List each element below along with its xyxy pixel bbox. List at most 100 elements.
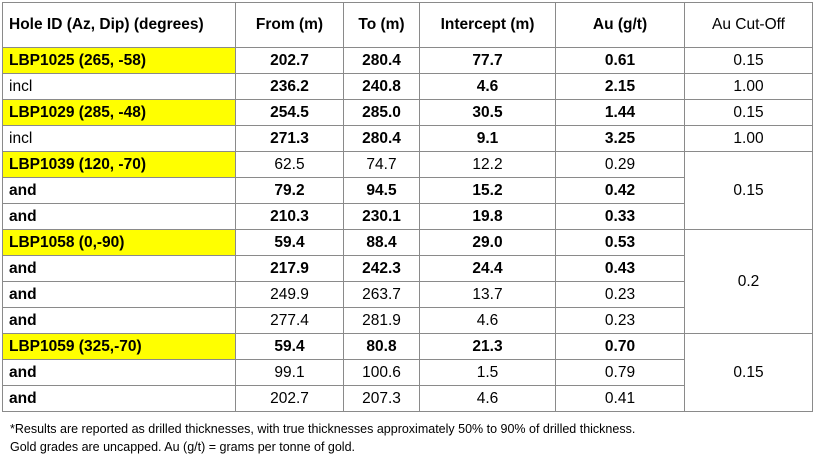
from-cell: 202.7 [235,385,344,412]
to-cell: 94.5 [343,177,420,204]
au-cell: 2.15 [555,73,685,100]
table-row: LBP1059 (325,-70) 59.4 80.8 21.3 0.70 0.… [2,333,813,412]
au-cell: 0.79 [555,359,685,386]
table-row: and 277.4 281.9 4.6 0.23 [2,307,813,334]
au-cell: 1.44 [555,99,685,126]
hole-id-cell: and [2,255,236,282]
table-row: and 210.3 230.1 19.8 0.33 [2,203,813,230]
table-row: and 249.9 263.7 13.7 0.23 [2,281,813,308]
intercept-cell: 30.5 [419,99,556,126]
table-row: and 79.2 94.5 15.2 0.42 [2,177,813,204]
au-cell: 0.23 [555,307,685,334]
to-cell: 88.4 [343,229,420,256]
intercept-cell: 19.8 [419,203,556,230]
table-row: and 202.7 207.3 4.6 0.41 [2,385,813,412]
cutoff-cell: 0.15 [684,47,813,74]
table-row: and 217.9 242.3 24.4 0.43 [2,255,813,282]
intercept-cell: 1.5 [419,359,556,386]
hole-id-cell: incl [2,73,236,100]
cutoff-group-cell: 0.15 [684,151,813,230]
header-from: From (m) [235,2,344,48]
hole-id-cell: and [2,359,236,386]
from-cell: 210.3 [235,203,344,230]
hole-id-cell: LBP1058 (0,-90) [2,229,236,256]
intercept-cell: 21.3 [419,333,556,360]
hole-id-cell: and [2,307,236,334]
to-cell: 280.4 [343,47,420,74]
au-cell: 0.33 [555,203,685,230]
au-cell: 0.53 [555,229,685,256]
header-row: Hole ID (Az, Dip) (degrees) From (m) To … [2,2,813,48]
hole-id-cell: and [2,177,236,204]
au-cell: 0.29 [555,151,685,178]
cutoff-cell: 1.00 [684,73,813,100]
cutoff-group-cell: 0.15 [684,333,813,412]
from-cell: 62.5 [235,151,344,178]
header-to: To (m) [343,2,420,48]
intercept-cell: 4.6 [419,73,556,100]
footnote-line-2: Gold grades are uncapped. Au (g/t) = gra… [10,440,356,454]
to-cell: 100.6 [343,359,420,386]
au-cell: 0.23 [555,281,685,308]
intercept-cell: 15.2 [419,177,556,204]
intercept-cell: 77.7 [419,47,556,74]
to-cell: 281.9 [343,307,420,334]
intercept-cell: 29.0 [419,229,556,256]
au-cell: 0.61 [555,47,685,74]
to-cell: 80.8 [343,333,420,360]
hole-id-cell: LBP1059 (325,-70) [2,333,236,360]
from-cell: 99.1 [235,359,344,386]
au-cell: 3.25 [555,125,685,152]
from-cell: 59.4 [235,229,344,256]
table-row: LBP1039 (120, -70) 62.5 74.7 12.2 0.29 0… [2,151,813,230]
from-cell: 202.7 [235,47,344,74]
header-intercept: Intercept (m) [419,2,556,48]
table-row: and 99.1 100.6 1.5 0.79 [2,359,813,386]
table-row: LBP1025 (265, -58) 202.7 280.4 77.7 0.61… [2,47,813,74]
from-cell: 59.4 [235,333,344,360]
cutoff-cell: 1.00 [684,125,813,152]
to-cell: 285.0 [343,99,420,126]
intercept-cell: 9.1 [419,125,556,152]
to-cell: 263.7 [343,281,420,308]
to-cell: 74.7 [343,151,420,178]
header-cutoff: Au Cut-Off [684,2,813,48]
au-cell: 0.41 [555,385,685,412]
header-hole-id: Hole ID (Az, Dip) (degrees) [2,2,236,48]
intercept-cell: 4.6 [419,307,556,334]
header-au: Au (g/t) [555,2,685,48]
hole-id-cell: LBP1039 (120, -70) [2,151,236,178]
intercept-cell: 12.2 [419,151,556,178]
drill-results-table: Hole ID (Az, Dip) (degrees) From (m) To … [2,2,813,412]
intercept-cell: 4.6 [419,385,556,412]
to-cell: 242.3 [343,255,420,282]
to-cell: 280.4 [343,125,420,152]
from-cell: 271.3 [235,125,344,152]
from-cell: 236.2 [235,73,344,100]
from-cell: 217.9 [235,255,344,282]
footnote-line-1: *Results are reported as drilled thickne… [10,422,636,436]
hole-id-cell: and [2,281,236,308]
cutoff-cell: 0.15 [684,99,813,126]
hole-id-cell: and [2,203,236,230]
to-cell: 230.1 [343,203,420,230]
to-cell: 207.3 [343,385,420,412]
intercept-cell: 24.4 [419,255,556,282]
to-cell: 240.8 [343,73,420,100]
table-row: LBP1029 (285, -48) 254.5 285.0 30.5 1.44… [2,99,813,126]
au-cell: 0.70 [555,333,685,360]
hole-id-cell: and [2,385,236,412]
hole-id-cell: incl [2,125,236,152]
table-row: incl 271.3 280.4 9.1 3.25 1.00 [2,125,813,152]
hole-id-cell: LBP1025 (265, -58) [2,47,236,74]
table-row: incl 236.2 240.8 4.6 2.15 1.00 [2,73,813,100]
from-cell: 249.9 [235,281,344,308]
table-row: LBP1058 (0,-90) 59.4 88.4 29.0 0.53 0.2 [2,229,813,334]
au-cell: 0.43 [555,255,685,282]
cutoff-group-cell: 0.2 [684,229,813,334]
from-cell: 79.2 [235,177,344,204]
from-cell: 254.5 [235,99,344,126]
au-cell: 0.42 [555,177,685,204]
footnote: *Results are reported as drilled thickne… [10,420,635,456]
